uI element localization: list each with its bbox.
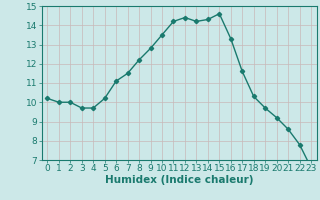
X-axis label: Humidex (Indice chaleur): Humidex (Indice chaleur) [105,175,253,185]
